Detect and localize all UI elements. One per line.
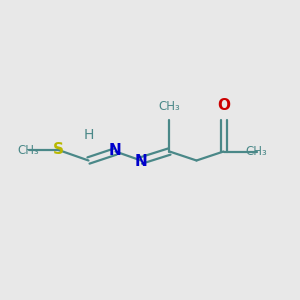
Text: S: S xyxy=(53,142,64,158)
Text: CH₃: CH₃ xyxy=(246,145,267,158)
Text: O: O xyxy=(217,98,230,112)
Text: H: H xyxy=(83,128,94,142)
Text: N: N xyxy=(135,154,147,169)
Text: CH₃: CH₃ xyxy=(159,100,180,112)
Text: N: N xyxy=(109,143,122,158)
Text: CH₃: CH₃ xyxy=(18,143,39,157)
